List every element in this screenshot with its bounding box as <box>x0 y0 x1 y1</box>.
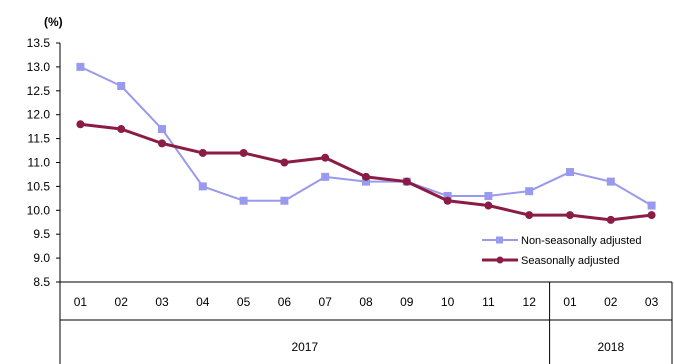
data-point <box>525 211 534 220</box>
data-point <box>484 191 493 200</box>
x-tick-label: 10 <box>441 295 455 309</box>
data-point <box>76 120 85 129</box>
y-tick-labels: 13.5 13.0 12.5 12.0 11.5 11.0 10.5 10.0 9.5 9.0 8.… <box>27 36 60 289</box>
x-tick-label: 01 <box>74 295 88 309</box>
legend-label: Non-seasonally adjusted <box>521 235 641 247</box>
x-tick-label: 02 <box>115 295 129 309</box>
x-tick-label: 03 <box>645 295 659 309</box>
legend: Non-seasonally adjusted Seasonally adjust… <box>482 235 641 267</box>
data-point <box>117 125 126 134</box>
series-line <box>80 122 652 222</box>
x-tick-label: 06 <box>278 295 292 309</box>
data-point <box>484 201 493 210</box>
data-point <box>280 158 289 167</box>
data-point <box>321 172 330 181</box>
x-tick-label: 08 <box>359 295 373 309</box>
series-non-seasonally-adjusted <box>76 62 656 210</box>
series-layer <box>76 62 656 224</box>
x-axis-table: 01 02 03 04 05 06 07 08 09 10 11 12 01 02 03 2017 2018 <box>59 281 673 364</box>
data-point <box>198 148 207 157</box>
data-point <box>239 196 248 205</box>
legend-swatch-marker <box>496 256 504 264</box>
legend-label: Seasonally adjusted <box>521 255 619 267</box>
data-point <box>566 211 574 220</box>
data-point <box>280 196 289 205</box>
y-tick-label: 9.5 <box>33 227 50 241</box>
y-tick-label: 10.0 <box>27 203 51 217</box>
x-tick-label: 03 <box>155 295 169 309</box>
x-tick-label: 11 <box>482 295 495 309</box>
y-tick-label: 9.0 <box>33 251 50 265</box>
legend-swatch-marker <box>496 236 503 244</box>
data-point <box>198 182 207 191</box>
x-tick-label: 01 <box>563 295 577 309</box>
year-label: 2017 <box>291 340 318 354</box>
x-tick-label: 02 <box>604 295 618 309</box>
data-point <box>606 177 615 186</box>
data-point <box>443 196 452 205</box>
data-point <box>362 177 370 186</box>
data-point <box>321 153 330 162</box>
data-point <box>402 177 411 186</box>
y-tick-label: 12.5 <box>27 84 51 98</box>
x-tick-label: 09 <box>400 295 414 309</box>
data-point <box>566 168 574 177</box>
y-tick-label: 8.5 <box>33 275 50 289</box>
year-label: 2018 <box>597 340 624 354</box>
y-tick-label: 13.0 <box>27 60 51 74</box>
data-point <box>606 215 615 224</box>
x-tick-label: 04 <box>196 295 210 309</box>
y-tick-label: 10.5 <box>27 179 51 193</box>
series-seasonally-adjusted <box>76 120 656 224</box>
data-point <box>525 187 534 196</box>
data-point <box>647 201 656 210</box>
x-tick-label: 05 <box>237 295 251 309</box>
x-tick-label: 07 <box>319 295 333 309</box>
x-tick-label: 12 <box>523 295 537 309</box>
y-tick-label: 11.5 <box>28 132 51 146</box>
y-tick-label: 13.5 <box>27 36 51 50</box>
unit-label: (%) <box>44 15 63 29</box>
data-point <box>239 148 248 157</box>
data-point <box>158 125 166 134</box>
y-tick-label: 12.0 <box>27 108 51 122</box>
y-tick-label: 11.0 <box>28 156 51 170</box>
data-point <box>647 211 656 220</box>
data-point <box>158 139 166 148</box>
data-point <box>362 172 370 181</box>
data-point <box>443 191 452 200</box>
data-point <box>76 62 85 71</box>
data-point <box>117 82 126 91</box>
